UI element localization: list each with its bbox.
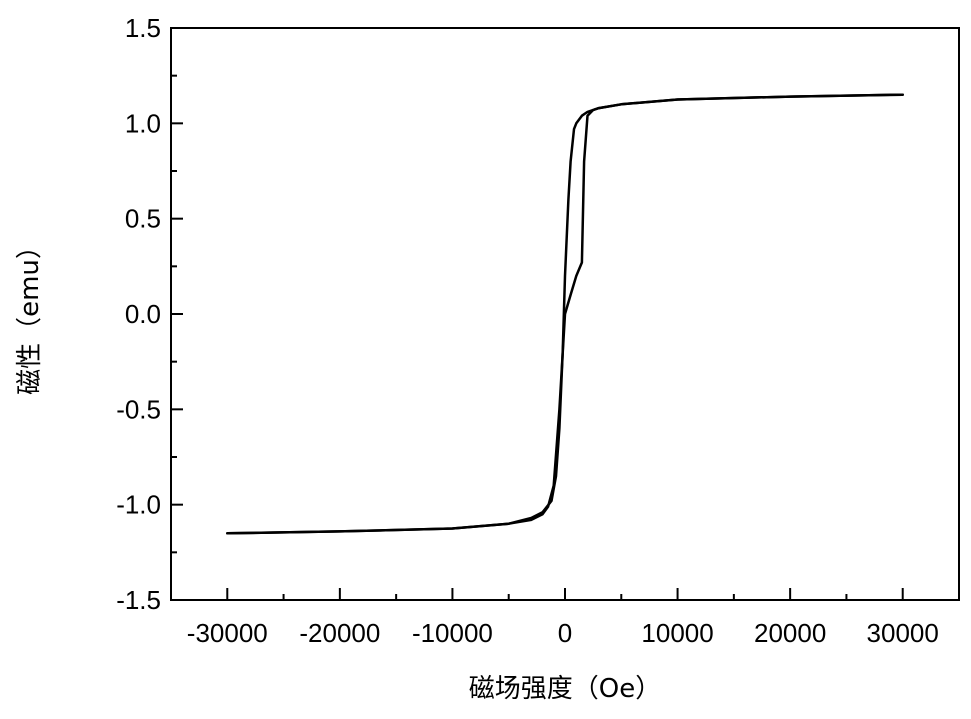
x-tick-label: -10000 xyxy=(412,618,493,648)
y-axis: 1.5 1.0 0.5 0.0 -0.5 -1.0 -1.5 xyxy=(116,13,183,615)
y-axis-title: 磁性（emu） xyxy=(15,233,45,395)
y-tick-label: -1.0 xyxy=(116,490,161,520)
series-layer xyxy=(226,93,904,535)
y-tick-label: 0.5 xyxy=(125,204,161,234)
x-tick-label: 30000 xyxy=(867,618,939,648)
y-tick-label: 1.0 xyxy=(125,108,161,138)
x-tick-label: 10000 xyxy=(641,618,713,648)
y-tick-label: 0.0 xyxy=(125,299,161,329)
x-axis: -30000 -20000 -10000 0 10000 20000 30000 xyxy=(170,588,960,648)
x-tick-label: -20000 xyxy=(299,618,380,648)
x-tick-label: -30000 xyxy=(187,618,268,648)
x-axis-title: 磁场强度（Oe） xyxy=(469,674,661,704)
y-tick-label: -1.5 xyxy=(116,585,161,615)
y-tick-label: -0.5 xyxy=(116,394,161,424)
y-tick-label: 1.5 xyxy=(125,13,161,43)
ascending-branch-line xyxy=(226,93,904,535)
x-tick-label: 20000 xyxy=(754,618,826,648)
x-tick-label: 0 xyxy=(558,618,572,648)
